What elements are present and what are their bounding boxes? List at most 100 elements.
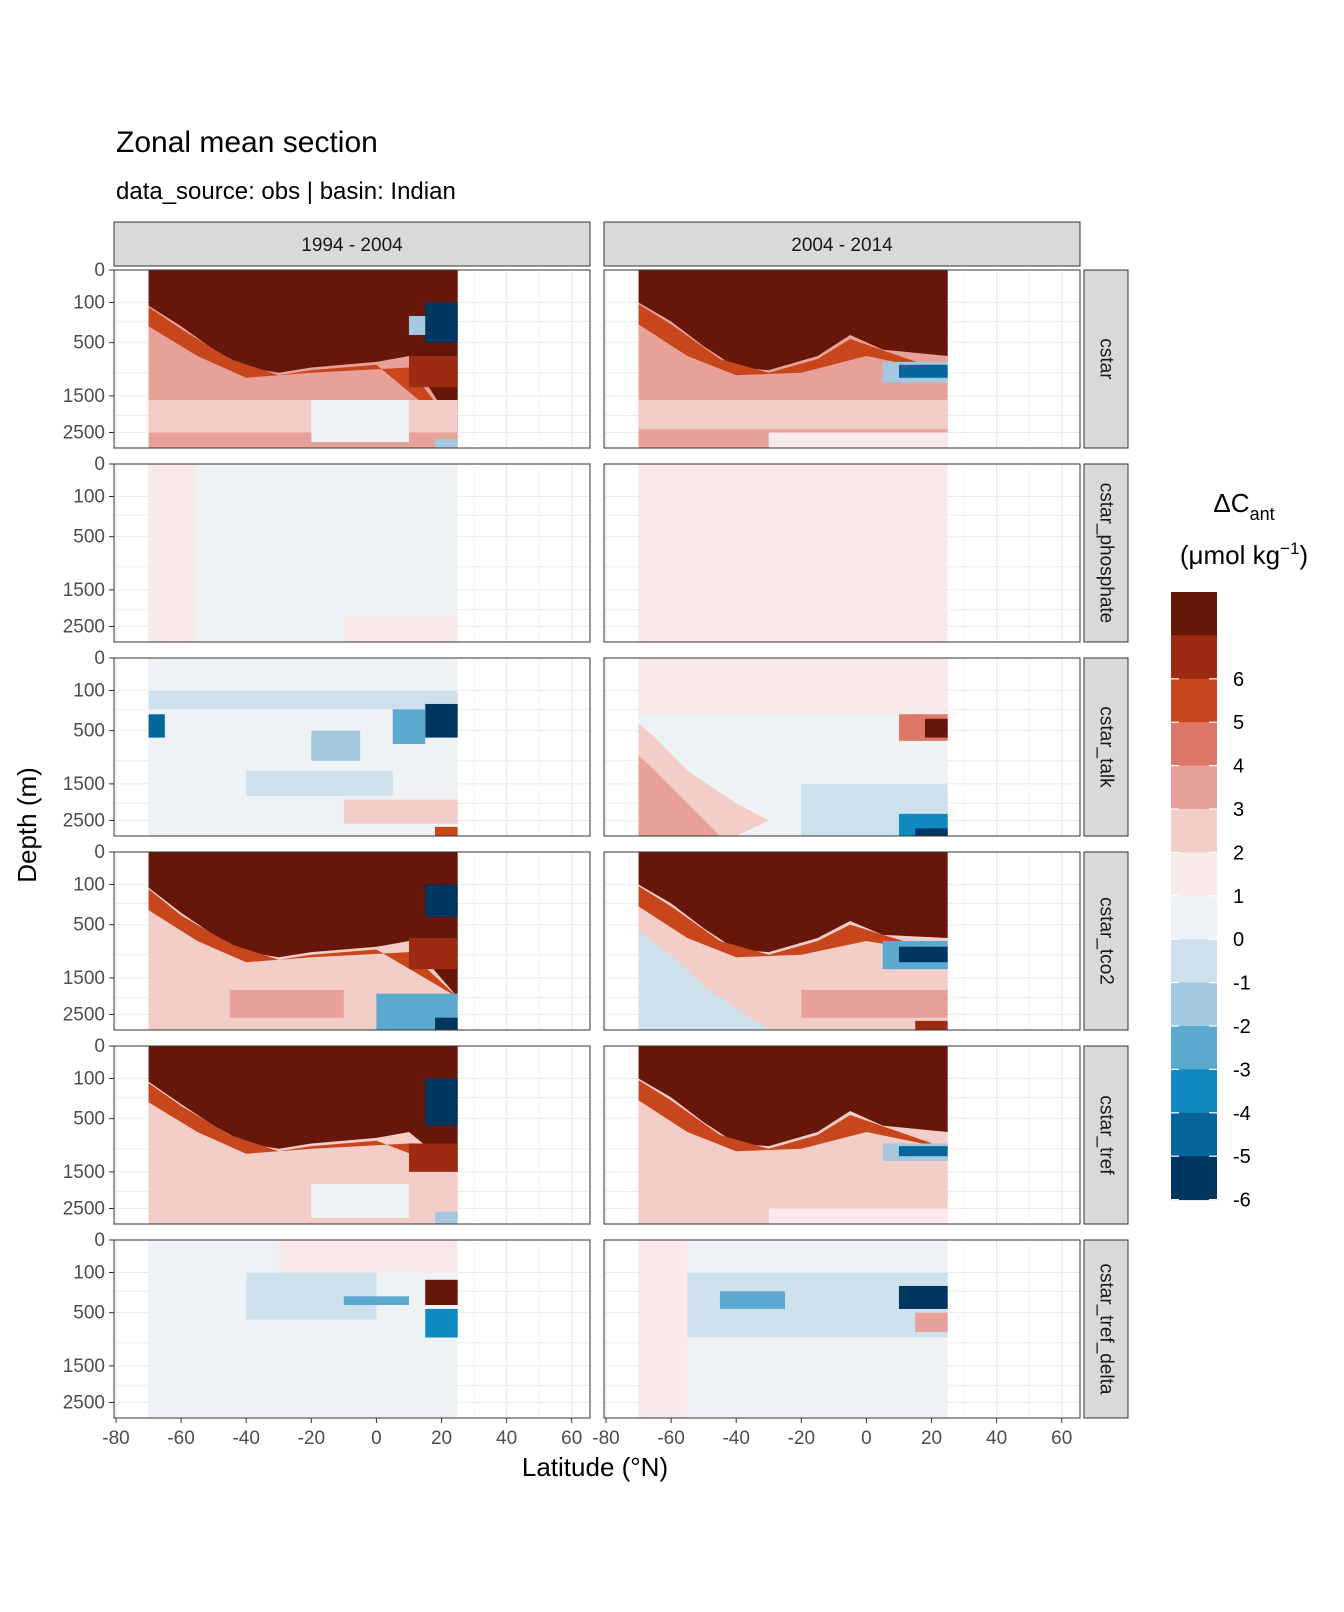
x-tick-label: -60 [657,1428,684,1449]
row-strip: cstar [1083,269,1129,449]
y-tick-label: 100 [73,486,105,507]
field-region [408,1143,458,1172]
field-region [148,270,458,433]
row-strip: cstar_tref_delta [1083,1239,1129,1419]
x-tick-label: -20 [298,1428,325,1449]
x-axis-label: Latitude (°N) [522,1452,668,1482]
y-tick-label: 500 [73,721,105,742]
field-region [148,1046,458,1172]
field-contours [148,1046,458,1224]
field-region [801,989,948,1018]
legend-bin [1171,1112,1217,1157]
field-region [246,1272,377,1320]
y-tick-label: 0 [94,648,105,669]
y-tick-label: 0 [94,454,105,475]
legend-label: 1 [1233,886,1244,908]
legend-label: 4 [1233,756,1244,778]
y-tick-label: 2500 [63,1004,105,1025]
field-region [148,889,458,998]
y-tick-label: 500 [73,1303,105,1324]
field-region [898,1146,948,1157]
row-strip-label: cstar_phosphate [1096,483,1117,624]
legend-title: ΔCant [1213,488,1274,524]
column-strip: 1994 - 2004 [113,221,591,267]
field-region [148,307,458,433]
field-region [435,438,458,448]
legend-unit-post: ) [1299,540,1308,570]
legend-label: -6 [1233,1190,1251,1212]
legend-bin [1171,895,1217,940]
legend-label: 2 [1233,842,1244,864]
field-contours [148,658,458,836]
field-region [343,616,458,642]
field-region [638,658,720,836]
legend-title-sub: ant [1250,504,1275,524]
field-region [638,270,948,371]
legend-bin [1171,722,1217,767]
legend-bin [1171,809,1217,853]
legend-bin [1171,1026,1217,1070]
field-region [768,1208,948,1224]
facet-panel [113,657,591,837]
column-strip-label: 1994 - 2004 [301,235,403,256]
field-region [408,937,458,970]
field-region [148,852,458,998]
y-tick-label: 500 [73,527,105,548]
field-region [425,884,458,917]
field-region [638,658,948,715]
field-region [915,1312,948,1332]
legend-bin [1171,982,1217,1027]
field-region [638,886,948,958]
facet-panel [113,463,591,643]
field-region [915,1020,948,1030]
x-tick-label: -40 [722,1428,749,1449]
row-strip: cstar_phosphate [1083,463,1129,643]
x-tick-label: -40 [232,1428,259,1449]
color-legend: ΔCant (μmol kg−1) 6 5 4 3 2 1 0 -1 -2 -3 -4 -5 -6 [1171,488,1308,1212]
y-tick-label: 1500 [63,386,105,407]
legend-unit: (μmol kg−1) [1180,539,1308,570]
column-strip-label: 2004 - 2014 [791,235,893,256]
y-tick-label: 2500 [63,810,105,831]
field-region [425,703,458,738]
y-tick-label: 100 [73,1262,105,1283]
facet-panel [603,657,1081,837]
legend-bin [1171,939,1217,984]
field-contours [148,464,458,642]
field-region [425,302,458,343]
legend-label: -5 [1233,1146,1251,1168]
field-region [435,826,458,836]
x-tick-label: 60 [561,1428,582,1449]
field-region [925,718,948,738]
field-region [638,1046,948,1147]
legend-bin [1171,852,1217,897]
x-tick-label: -60 [167,1428,194,1449]
field-region [638,852,769,1030]
field-region [425,1308,458,1338]
legend-bin [1171,1156,1217,1201]
field-region [311,1183,409,1218]
field-region [148,399,458,433]
facet-panel [113,269,591,449]
field-region [343,1296,409,1305]
column-strip: 2004 - 2014 [603,221,1081,267]
field-contours [148,270,458,448]
row-strip-label: cstar_tref [1096,1095,1117,1175]
facet-panels: 1994 - 2004 2004 - 2014 cstar 0 100 500 1500 25… [63,221,1129,1449]
y-axis-label: Depth (m) [12,767,42,883]
legend-label: 0 [1233,929,1244,951]
field-region [343,799,458,824]
facet-panel [603,1239,1081,1419]
field-region [898,1285,948,1309]
field-contours [638,658,948,836]
field-contours [638,1240,948,1418]
y-tick-label: 100 [73,680,105,701]
field-region [408,355,458,388]
field-region [278,1240,458,1273]
legend-label: -4 [1233,1103,1251,1125]
legend-bin [1171,1069,1217,1114]
field-region [425,1078,458,1126]
y-tick-label: 100 [73,1068,105,1089]
x-tick-label: -80 [592,1428,619,1449]
